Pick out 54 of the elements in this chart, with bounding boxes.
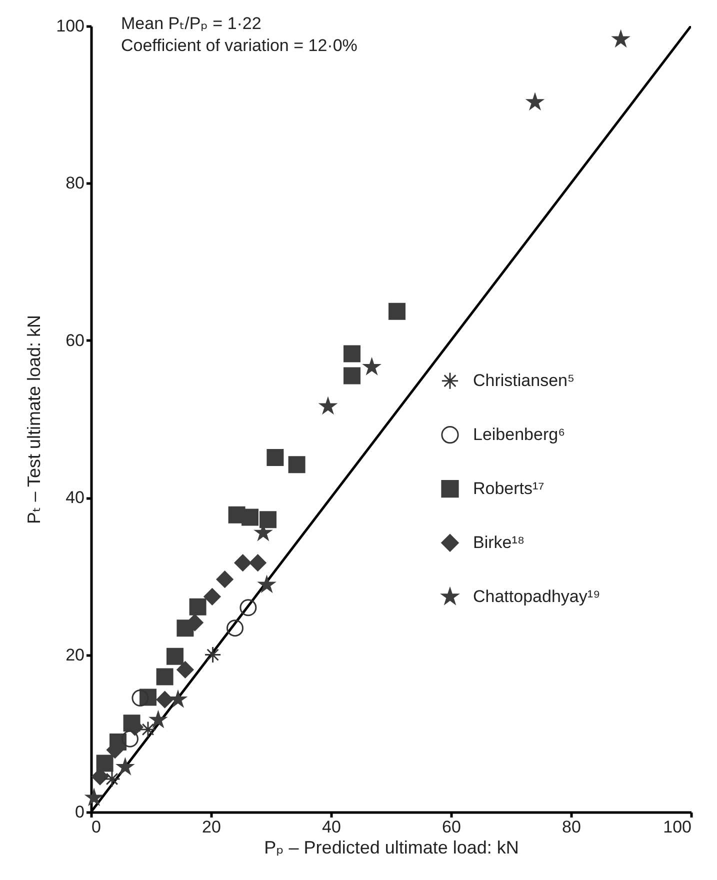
point (344, 367, 360, 384)
point (170, 691, 186, 707)
point (140, 720, 156, 738)
point (242, 508, 258, 526)
point (388, 302, 406, 320)
point (86, 789, 102, 805)
point (96, 754, 114, 772)
x-tick-label: 80 (562, 818, 581, 836)
y-axis-title: Pₜ – Test ultimate load: kN (24, 314, 44, 524)
y-tick-label: 100 (56, 16, 84, 36)
point (156, 668, 174, 686)
legend-label: Christiansen⁵ (473, 370, 575, 390)
point (104, 770, 120, 788)
legend-label: Roberts¹⁷ (473, 478, 544, 498)
point (176, 661, 194, 678)
point (189, 598, 206, 616)
x-tick-label: 100 (663, 818, 692, 836)
point (288, 456, 306, 474)
point (234, 554, 252, 572)
y-tick-label: 60 (66, 330, 84, 350)
point (122, 730, 138, 748)
legend-label: Birke¹⁸ (473, 532, 525, 552)
point (249, 554, 266, 572)
point (132, 690, 149, 707)
point (156, 691, 174, 708)
point (150, 712, 166, 728)
point (204, 588, 221, 606)
annotation: Mean Pₜ/Pₚ = 1·22 (121, 14, 262, 33)
annotation: Coefficient of variation = 12·0% (121, 36, 358, 55)
point (344, 345, 360, 362)
x-tick-label: 40 (322, 818, 341, 836)
point (266, 449, 284, 466)
point (260, 511, 276, 528)
y-tick-label: 80 (66, 174, 84, 193)
point (226, 620, 244, 637)
y-tick-label: 0 (75, 802, 84, 822)
y-tick-label: 40 (66, 488, 84, 508)
x-tick-label: 60 (442, 818, 461, 836)
point (320, 398, 336, 414)
point (204, 646, 222, 664)
legend-label: Chattopadhyay¹⁹ (473, 586, 600, 606)
x-tick-label: 20 (202, 818, 221, 836)
x-tick-label: 0 (92, 818, 101, 836)
point (526, 94, 544, 110)
point (364, 358, 380, 374)
point (240, 599, 257, 616)
point (166, 648, 184, 665)
point (258, 576, 275, 592)
legend-label: Leibenberg⁶ (473, 424, 566, 444)
point (117, 758, 134, 774)
y-tick-label: 20 (66, 645, 84, 664)
point (216, 570, 234, 588)
point (612, 30, 629, 46)
x-axis-title: Pₚ – Predicted ultimate load: kN (264, 838, 519, 858)
